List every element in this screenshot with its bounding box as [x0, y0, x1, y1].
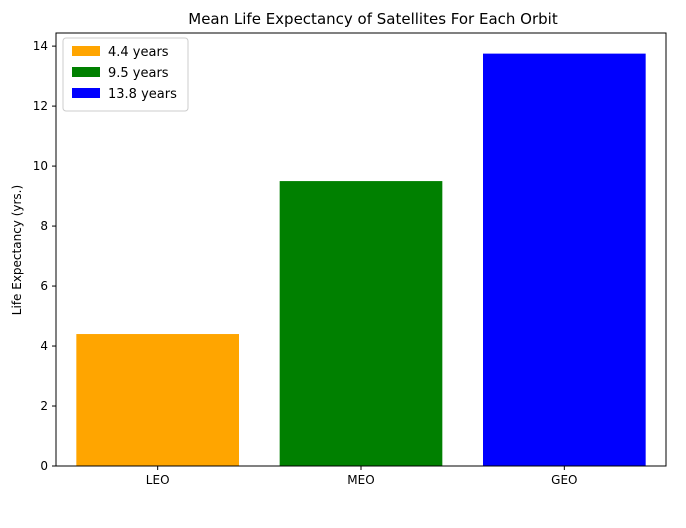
y-axis-label: Life Expectancy (yrs.) [10, 185, 24, 315]
y-tick-label: 14 [33, 39, 48, 53]
bars-group [76, 53, 646, 466]
legend-swatch [72, 46, 100, 56]
y-tick-label: 12 [33, 99, 48, 113]
x-tick-label-geo: GEO [551, 473, 577, 487]
axes-group: 0 2 4 6 8 10 12 14 LEO MEO GEO [33, 32, 667, 487]
legend-entry-label: 13.8 years [108, 87, 177, 102]
y-tick-label: 10 [33, 159, 48, 173]
legend-entry-label: 4.4 years [108, 45, 169, 60]
y-tick-label: 2 [40, 399, 48, 413]
legend-swatch [72, 88, 100, 98]
y-tick-label: 6 [40, 279, 48, 293]
legend-swatch [72, 67, 100, 77]
y-tick-label: 8 [40, 219, 48, 233]
y-tick-label: 4 [40, 339, 48, 353]
x-tick-label-leo: LEO [146, 473, 170, 487]
legend: 4.4 years 9.5 years 13.8 years [62, 37, 189, 112]
legend-entry-label: 9.5 years [108, 66, 169, 81]
bar-geo [483, 53, 646, 466]
bar-leo [76, 334, 239, 466]
chart-title: Mean Life Expectancy of Satellites For E… [188, 10, 558, 28]
x-tick-label-meo: MEO [347, 473, 374, 487]
bar-meo [279, 181, 443, 466]
y-tick-label: 0 [40, 459, 48, 473]
